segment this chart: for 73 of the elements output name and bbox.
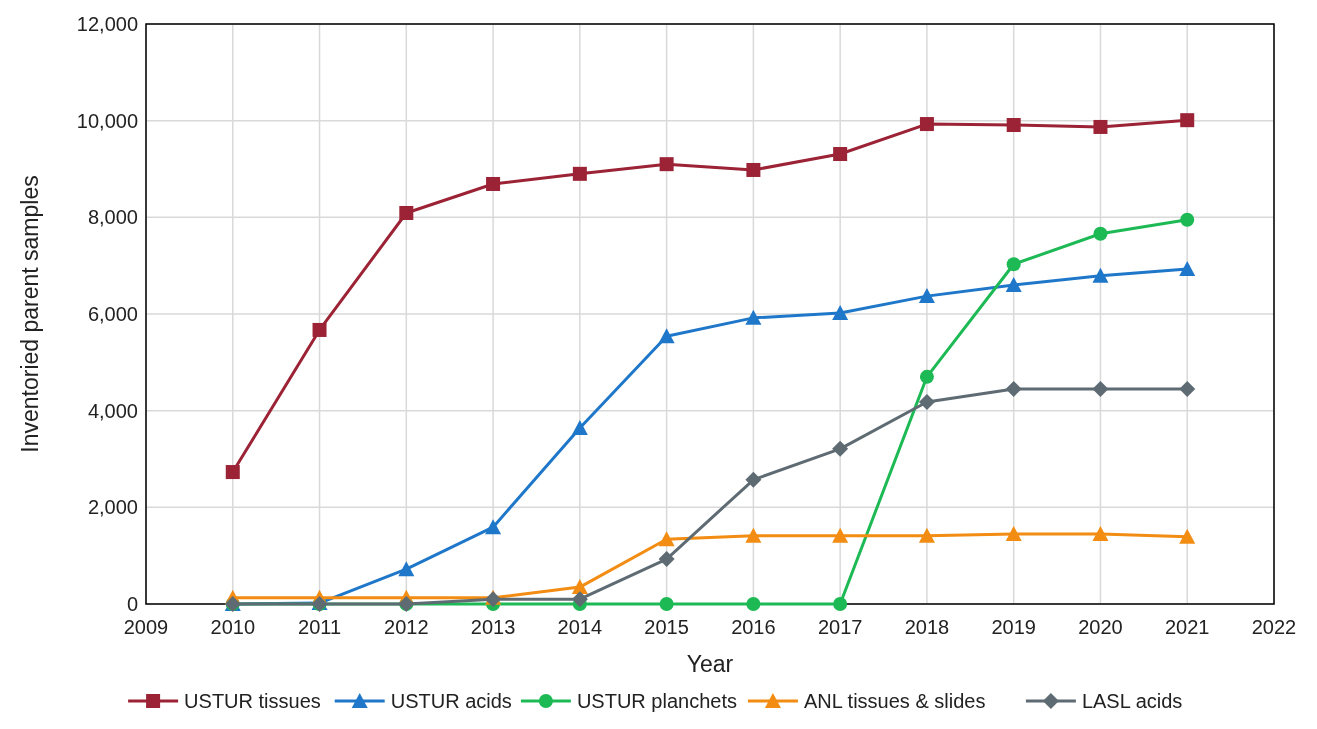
point [485, 519, 502, 535]
point [571, 591, 588, 608]
point [745, 471, 762, 488]
point [833, 597, 848, 611]
x-tick-label: 2012 [384, 616, 429, 638]
legend-label: USTUR acids [390, 690, 512, 712]
point [658, 328, 675, 344]
point [1180, 113, 1195, 128]
legend-label: ANL tissues & slides [803, 690, 986, 712]
x-tick-label: 2016 [731, 616, 776, 638]
x-tick-label: 2009 [123, 616, 169, 638]
point [1092, 267, 1109, 283]
x-tick-label: 2021 [1164, 616, 1210, 638]
point [1093, 119, 1108, 134]
point [1006, 257, 1021, 272]
point [833, 147, 848, 162]
point [225, 465, 240, 480]
legend-label: USTUR planchets [576, 690, 737, 712]
point [659, 157, 674, 172]
point [832, 305, 849, 321]
point [486, 176, 501, 191]
point [1093, 226, 1108, 241]
x-tick-label: 2015 [644, 616, 689, 638]
x-tick-label: 2020 [1078, 616, 1123, 638]
x-tick-label: 2013 [470, 616, 516, 638]
legend-label: USTUR tissues [184, 690, 321, 712]
point [1179, 380, 1196, 397]
point [746, 162, 761, 177]
x-tick-label: 2022 [1251, 616, 1297, 638]
point [1092, 380, 1109, 397]
point [918, 393, 935, 410]
point [1180, 212, 1195, 227]
point [658, 531, 675, 547]
point [832, 440, 849, 457]
legend-label: LASL acids [1081, 690, 1183, 712]
point [745, 527, 762, 543]
point [571, 420, 588, 436]
y-tick-label: 0 [126, 593, 138, 615]
y-tick-label: 8,000 [87, 206, 138, 229]
point [745, 309, 762, 325]
point [399, 205, 414, 220]
point [1092, 525, 1109, 541]
point [918, 288, 935, 304]
point [832, 527, 849, 543]
x-tick-label: 2019 [991, 616, 1036, 638]
point [746, 597, 761, 611]
y-tick-label: 2,000 [87, 496, 138, 519]
point [398, 561, 415, 577]
point [571, 579, 588, 595]
y-tick-label: 6,000 [87, 303, 138, 325]
point [658, 551, 675, 568]
point [312, 322, 327, 337]
point [572, 166, 587, 181]
y-tick-label: 12,000 [76, 13, 138, 35]
x-axis-title: Year [686, 651, 734, 677]
point [659, 597, 674, 611]
x-tick-label: 2011 [298, 616, 342, 638]
y-tick-label: 10,000 [76, 109, 138, 132]
point [1006, 118, 1021, 133]
point [919, 117, 934, 132]
point [1179, 261, 1196, 277]
y-tick-label: 4,000 [87, 399, 138, 422]
point [1179, 528, 1196, 544]
y-axis-title: Inventoried parent samples [17, 175, 43, 453]
x-tick-label: 2014 [557, 616, 603, 638]
point [1005, 525, 1022, 541]
x-tick-label: 2018 [904, 616, 950, 638]
point [1005, 277, 1022, 292]
point [1005, 380, 1022, 397]
x-tick-label: 2010 [210, 616, 256, 638]
x-tick-label: 2017 [817, 616, 863, 638]
point [918, 527, 935, 543]
point [919, 369, 934, 384]
